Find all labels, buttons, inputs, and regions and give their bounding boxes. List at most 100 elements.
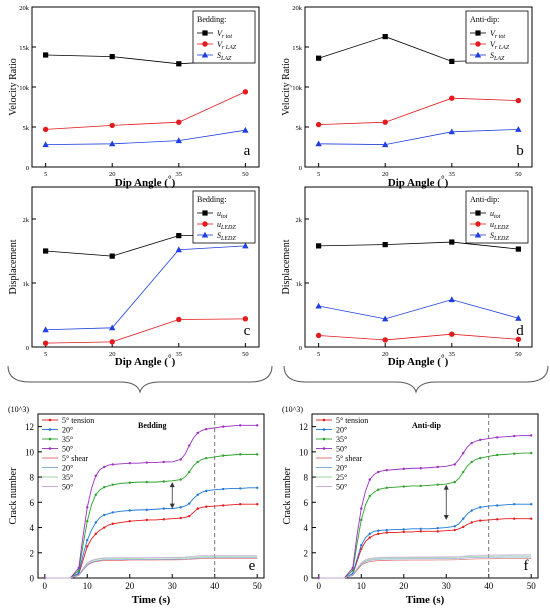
data-point [222,454,225,457]
y-tick-label: 4 [30,523,35,533]
x-tick-label: 20 [399,581,409,591]
data-point [145,508,148,512]
data-point [94,493,97,496]
data-point [402,485,405,488]
data-point [94,474,97,478]
series-1 [315,95,522,128]
legend-marker [48,437,52,441]
data-point [103,526,106,529]
data-point [205,427,208,431]
data-point [453,480,456,484]
series-line [318,558,532,579]
y-tick-label: 2 [304,548,309,558]
legend-marker [322,447,326,450]
data-point [77,569,80,572]
x-tick-label: 35 [176,171,183,178]
data-point [479,456,482,460]
legend-box [465,10,529,64]
data-point [196,493,199,496]
x-tick-label: 50 [527,581,537,591]
data-point [179,478,182,481]
data-point [316,55,322,61]
data-point [317,576,320,580]
series-2 [315,296,522,322]
y-tick-label: 0 [30,574,35,584]
legend-label: 25° [336,473,347,482]
y-tick-label: 6 [304,498,309,508]
x-axis-label: Time (s) [406,594,445,606]
series-line [45,318,246,344]
data-point [109,324,116,331]
y-tick-label: 2k [296,217,303,224]
data-point [86,520,89,523]
panel-letter: f [524,558,529,574]
y-tick-label: 0 [26,165,29,172]
data-point [128,509,131,512]
chart-panel-e: 0 2 4 6 8 10 12 0 10 20 30 40 50 (10^3) Bedding 5° tens… [8,405,265,606]
data-point [239,503,242,506]
x-tick-label: 5 [44,351,47,358]
y-tick-label: 15k [19,45,30,52]
data-point [256,453,259,456]
panel-title: Anti-dip [412,421,441,430]
series-1 [43,486,259,580]
x-tick-label: 50 [515,351,522,358]
data-point [222,504,225,507]
data-point [419,530,422,533]
y-axis-label: Displacement [8,239,19,294]
legend-label: 50° [336,483,347,492]
legend-label: 20° [336,426,347,435]
series-line [318,556,532,579]
data-point [42,326,49,333]
y-tick-label: 2k [23,217,30,224]
data-point [419,527,422,530]
arrow-head-down [443,514,449,520]
data-point [86,538,89,542]
data-point [377,532,380,536]
data-point [43,248,49,254]
x-tick-label: 40 [484,581,494,591]
data-point [470,509,473,512]
series-line [318,97,519,125]
series-0 [43,503,259,580]
data-point [436,483,439,486]
data-point [256,486,259,489]
series-3 [43,424,259,580]
brace-right [283,365,549,394]
data-point [496,504,499,507]
x-tick-label: 10 [357,581,367,591]
data-point [382,141,389,148]
y-tick-label: 20k [292,5,303,12]
data-point [109,122,115,129]
data-point [86,545,89,548]
legend-marker [48,447,52,450]
series-line [318,554,532,579]
legend-title: Anti-dip: [470,195,499,204]
x-axis-label: Dip Angle (°) [115,174,176,189]
chart-panel-f: 0 2 4 6 8 10 12 0 10 20 30 40 50 (10^3) Anti-dip 5° ten… [282,405,539,606]
data-point [402,467,405,471]
series-line [45,91,246,130]
legend-label: 35° [62,473,73,482]
x-tick-label: 20 [109,351,116,358]
data-point [462,517,465,520]
data-point [179,516,182,520]
data-point [382,315,389,322]
annotation-arrow [443,484,449,520]
data-point [175,137,182,144]
y-tick-label: 0 [299,165,302,172]
data-point [176,61,182,67]
data-point [162,480,165,483]
data-point [513,434,516,438]
series-7 [318,554,532,579]
data-point [109,140,116,147]
legend-marker [475,30,481,36]
data-point [176,233,182,239]
legend-title: Anti-dip: [470,15,499,24]
legend-label: utot [490,209,501,220]
x-tick-label: 0 [317,581,322,591]
